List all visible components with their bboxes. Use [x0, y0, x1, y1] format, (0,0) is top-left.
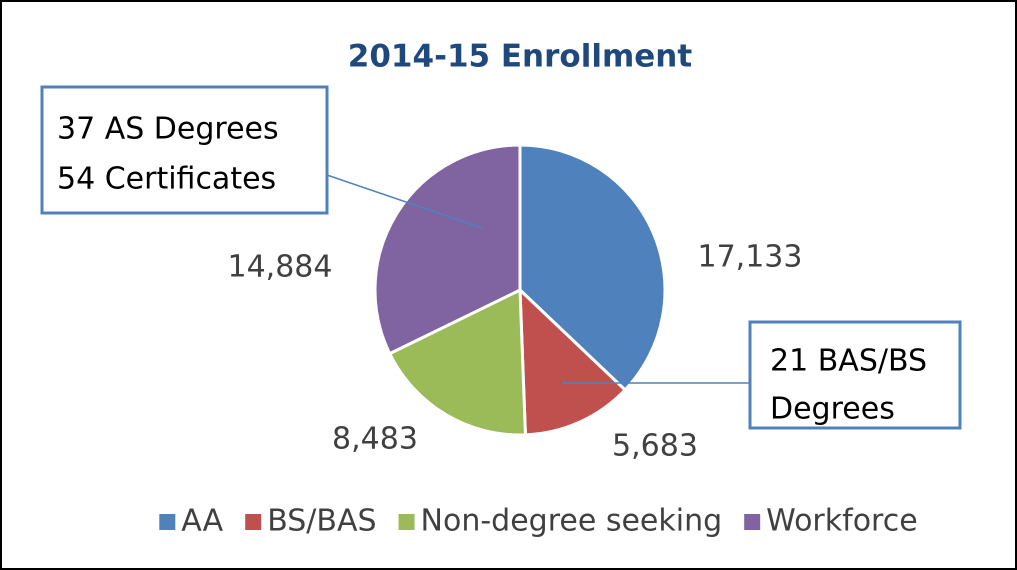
legend-label: AA [181, 504, 223, 539]
data-label: 8,483 [332, 422, 418, 457]
legend-swatch [398, 514, 415, 530]
callout-text: 54 Certificates [57, 162, 276, 197]
callout-text: Degrees [770, 392, 895, 427]
chart-title: 2014-15 Enrollment [348, 39, 693, 75]
legend-swatch [245, 514, 262, 530]
callout-text: 37 AS Degrees [57, 112, 279, 147]
pie-slice [518, 286, 628, 437]
callout-text: 21 BAS/BS [770, 344, 927, 379]
legend-label: Workforce [766, 504, 918, 539]
callout-leader [326, 174, 483, 229]
legend-label: Non-degree seeking [421, 504, 723, 539]
callout-box [40, 85, 329, 215]
legend-swatch [744, 514, 761, 530]
pie-slice [387, 287, 527, 437]
legend-swatch [159, 514, 176, 530]
data-label: 5,683 [612, 429, 698, 464]
pie-slice [518, 143, 667, 393]
pie-slice [373, 143, 522, 356]
legend-label: BS/BAS [267, 504, 376, 539]
callout-box [748, 320, 962, 430]
data-label: 14,884 [228, 250, 333, 285]
data-label: 17,133 [698, 240, 803, 275]
